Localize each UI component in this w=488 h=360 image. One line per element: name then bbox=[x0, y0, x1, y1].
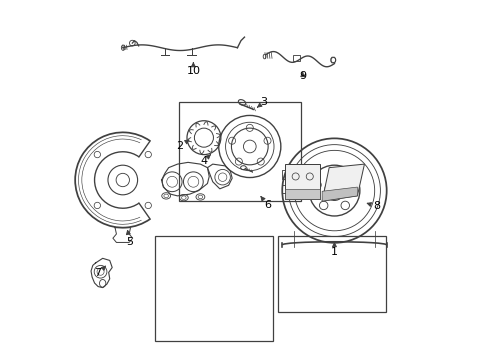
Text: 10: 10 bbox=[186, 63, 200, 76]
Text: 2: 2 bbox=[175, 140, 188, 152]
Polygon shape bbox=[322, 164, 364, 201]
Bar bbox=[293, 55, 300, 61]
Text: 1: 1 bbox=[330, 242, 337, 257]
Text: 9: 9 bbox=[299, 71, 305, 81]
Bar bbox=[154, 237, 272, 341]
Bar bbox=[179, 102, 300, 201]
Text: 6: 6 bbox=[261, 197, 270, 210]
Text: 5: 5 bbox=[126, 230, 133, 247]
Text: 3: 3 bbox=[257, 98, 267, 107]
Polygon shape bbox=[285, 164, 320, 199]
Text: 4: 4 bbox=[200, 155, 210, 166]
Bar bbox=[278, 237, 385, 312]
Polygon shape bbox=[285, 189, 320, 199]
Circle shape bbox=[73, 131, 172, 229]
Text: 8: 8 bbox=[366, 202, 380, 211]
Polygon shape bbox=[322, 187, 357, 201]
Text: 7: 7 bbox=[94, 266, 105, 279]
